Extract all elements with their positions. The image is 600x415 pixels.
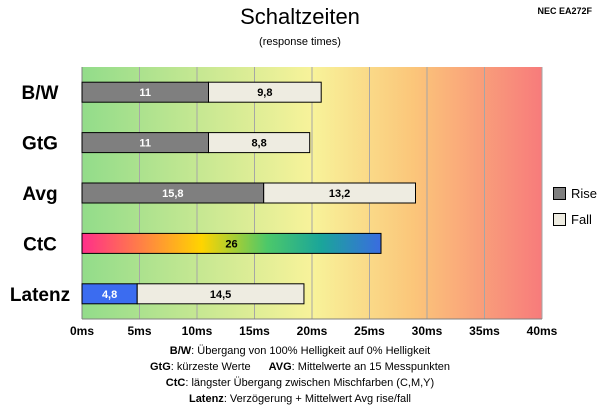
category-label-ctc: CtC <box>23 234 57 255</box>
bar-label-avg-1: 13,2 <box>329 188 350 200</box>
category-label-latenz: Latenz <box>10 285 70 306</box>
x-tick-label-25: 25ms <box>354 324 385 338</box>
x-tick-label-35: 35ms <box>469 324 500 338</box>
note-bw: B/W: Übergang von 100% Helligkeit auf 0%… <box>0 343 600 359</box>
note-bw-key: B/W <box>169 345 192 357</box>
note-latenz: Latenz: Verzögerung + Mittelwert Avg ris… <box>0 391 600 407</box>
note-ctc-key: CtC <box>165 377 186 389</box>
legend-swatch-rise <box>553 186 566 200</box>
note-gtg-text: : kürzeste Werte <box>170 361 251 373</box>
chart-subtitle: (response times) <box>259 36 341 48</box>
chart-title: Schaltzeiten <box>240 4 360 29</box>
legend: Rise Fall <box>553 180 597 232</box>
bar-label-latenz-3: 4,8 <box>102 289 117 301</box>
category-label-avg: Avg <box>22 184 57 205</box>
bar-label-ctc-2: 26 <box>225 238 237 250</box>
category-label-gtg: GtG <box>22 134 58 155</box>
note-bw-text: : Übergang von 100% Helligkeit auf 0% He… <box>191 345 431 357</box>
x-tick-labels: 0ms 5ms 10ms 15ms 20ms 25ms 30ms 35ms 40ms <box>70 324 558 338</box>
bar-labels: 11 9,8 11 8,8 15,8 13,2 26 4,8 14,5 <box>102 87 350 301</box>
category-labels: B/W GtG Avg CtC Latenz <box>10 83 70 306</box>
note-gtg-key: GtG <box>149 361 171 373</box>
bar-label-avg-0: 15,8 <box>162 188 183 200</box>
note-latenz-text: : Verzögerung + Mittelwert Avg rise/fall <box>223 393 412 405</box>
bar-label-gtg-1: 8,8 <box>251 138 266 150</box>
x-tick-label-40: 40ms <box>527 324 558 338</box>
x-tick-label-15: 15ms <box>239 324 270 338</box>
bar-label-gtg-0: 11 <box>139 138 151 150</box>
x-tick-label-20: 20ms <box>297 324 328 338</box>
bar-label-latenz-4: 14,5 <box>210 289 231 301</box>
legend-item-rise: Rise <box>553 180 597 206</box>
bars <box>81 81 417 305</box>
legend-item-fall: Fall <box>553 206 597 232</box>
legend-label-fall: Fall <box>571 211 592 227</box>
bar-label-b-w-0: 11 <box>139 87 151 99</box>
note-ctc-text: : längster Übergang zwischen Mischfarben… <box>185 377 435 389</box>
note-avg-key: AVG <box>268 361 292 373</box>
x-tick-label-5: 5ms <box>127 324 151 338</box>
x-tick-label-10: 10ms <box>182 324 213 338</box>
monitor-model-label: NEC EA272F <box>537 6 592 16</box>
footnotes: B/W: Übergang von 100% Helligkeit auf 0%… <box>0 343 600 407</box>
note-latenz-key: Latenz <box>188 393 224 405</box>
legend-label-rise: Rise <box>571 185 598 201</box>
note-ctc: CtC: längster Übergang zwischen Mischfar… <box>0 375 600 391</box>
note-avg-text: : Mittelwerte an 15 Messpunkten <box>291 361 451 373</box>
bar-b-w-1 <box>208 81 322 103</box>
bar-latenz-4 <box>136 283 305 305</box>
category-label-b-w: B/W <box>22 83 59 104</box>
bar-avg-1 <box>263 182 417 204</box>
bar-gtg-1 <box>208 132 311 154</box>
bar-label-b-w-1: 9,8 <box>257 87 272 99</box>
legend-swatch-fall <box>553 212 566 226</box>
note-gtg-avg: GtG: kürzeste Werte AVG: Mittelwerte an 1… <box>0 359 600 375</box>
x-tick-label-0: 0ms <box>70 324 94 338</box>
x-tick-label-30: 30ms <box>412 324 443 338</box>
bar-ctc-2 <box>81 232 382 254</box>
